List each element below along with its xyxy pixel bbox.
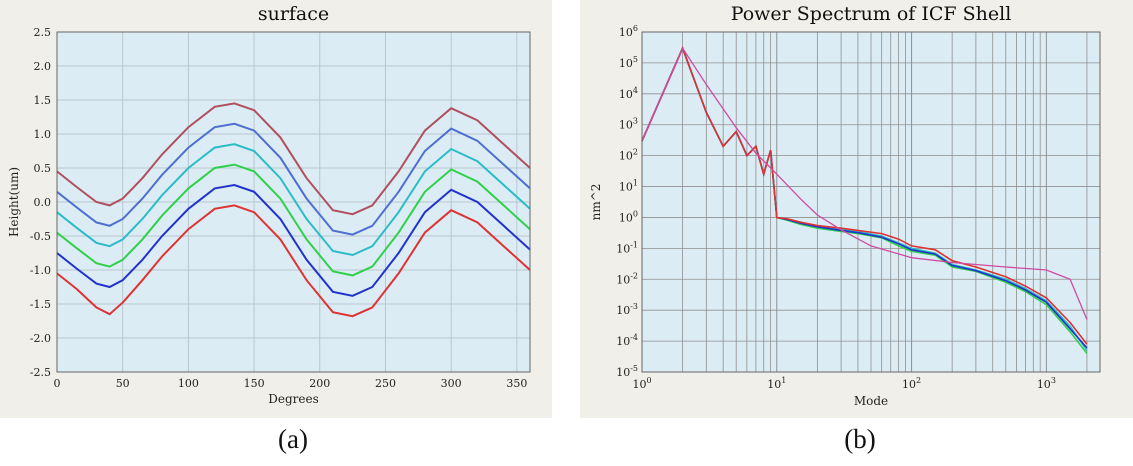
y-tick-label: 10-2 bbox=[616, 271, 638, 286]
power-spectrum-chart-panel: 106 105 104 103 102 101 100 10-1 10-2 10-3 10-4 10-… bbox=[580, 0, 1133, 418]
series-line bbox=[56, 143, 531, 257]
y-tick-label: 10-1 bbox=[616, 240, 638, 255]
x-tick-label: 250 bbox=[375, 377, 396, 390]
y-tick-label: 0.0 bbox=[34, 196, 52, 209]
plot-border bbox=[56, 31, 531, 373]
y-tick-label: 2.5 bbox=[34, 26, 52, 39]
series-line bbox=[56, 122, 531, 236]
series-line bbox=[641, 46, 1088, 320]
series-line bbox=[56, 204, 531, 318]
y-tick-label: 0.5 bbox=[34, 162, 52, 175]
y-tick-label: 2.0 bbox=[34, 60, 52, 73]
x-tick-label: 100 bbox=[178, 377, 199, 390]
x-tick-label: 200 bbox=[309, 377, 330, 390]
y-tick-label: 102 bbox=[619, 148, 638, 163]
x-tick-label: 150 bbox=[244, 377, 265, 390]
x-tick-label: 100 bbox=[632, 376, 651, 391]
y-tick-label: 100 bbox=[619, 209, 638, 224]
surface-chart: 0 50 100 150 200 250 300 350 -2.5 -2.0 -1.5 -1.0 -0.… bbox=[0, 0, 552, 418]
y-tick-label: 1.5 bbox=[34, 94, 52, 107]
caption-b: (b) bbox=[844, 424, 876, 454]
plot-border bbox=[641, 31, 1101, 373]
power-spectrum-chart: 106 105 104 103 102 101 100 10-1 10-2 10-3 10-4 10-… bbox=[580, 0, 1133, 418]
surface-chart-panel: 0 50 100 150 200 250 300 350 -2.5 -2.0 -1.5 -1.0 -0.… bbox=[0, 0, 552, 418]
x-axis-label: Mode bbox=[854, 394, 888, 408]
caption-a: (a) bbox=[278, 424, 308, 454]
series-line bbox=[641, 46, 1088, 345]
y-tick-label: 10-3 bbox=[616, 302, 638, 317]
x-tick-label: 50 bbox=[116, 377, 130, 390]
x-tick-label: 102 bbox=[902, 376, 921, 391]
series-line bbox=[56, 102, 531, 216]
y-tick-label: 10-5 bbox=[616, 364, 638, 379]
y-tick-label: 10-4 bbox=[616, 333, 638, 348]
x-tick-label: 350 bbox=[506, 377, 527, 390]
y-axis-label: nm^2 bbox=[589, 184, 603, 221]
y-tick-label: 104 bbox=[619, 86, 638, 101]
chart-title: Power Spectrum of ICF Shell bbox=[731, 3, 1012, 25]
y-tick-label: 103 bbox=[619, 117, 638, 132]
y-tick-label: -1.5 bbox=[30, 298, 51, 311]
y-tick-label: 106 bbox=[619, 24, 638, 39]
y-axis-label: Height(um) bbox=[7, 167, 21, 237]
series-line bbox=[56, 183, 531, 297]
y-tick-label: 105 bbox=[619, 55, 638, 70]
x-tick-label: 103 bbox=[1037, 376, 1056, 391]
y-tick-label: -1.0 bbox=[30, 264, 51, 277]
y-tick-label: -2.0 bbox=[30, 332, 51, 345]
y-tick-label: -0.5 bbox=[30, 230, 51, 243]
x-axis-label: Degrees bbox=[268, 392, 319, 406]
x-tick-label: 0 bbox=[54, 377, 61, 390]
y-tick-label: -2.5 bbox=[30, 366, 51, 379]
y-tick-label: 101 bbox=[619, 179, 638, 194]
x-tick-label: 300 bbox=[441, 377, 462, 390]
x-tick-label: 101 bbox=[767, 376, 786, 391]
series-line bbox=[56, 163, 531, 277]
y-tick-label: 1.0 bbox=[34, 128, 52, 141]
chart-title: surface bbox=[258, 3, 329, 25]
